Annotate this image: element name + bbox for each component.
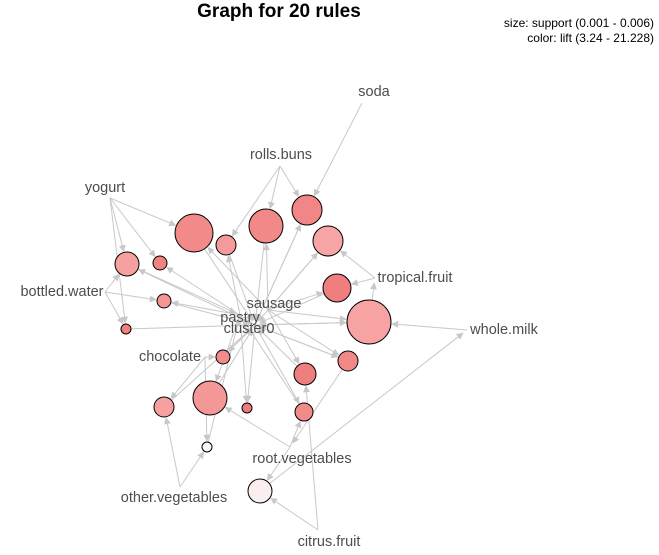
item-label-citrus-fruit: citrus.fruit [298, 534, 361, 550]
rule-node [114, 251, 140, 277]
rule-node [241, 402, 253, 414]
rule-node [192, 380, 228, 416]
rule-node [291, 194, 323, 226]
edge-arrow [340, 250, 376, 279]
rule-node [174, 213, 214, 253]
edge-arrow [166, 266, 256, 326]
rule-node [153, 396, 175, 418]
rule-node [120, 323, 132, 335]
graph-title: Graph for 20 rules [197, 1, 361, 22]
edge-arrow [242, 318, 305, 413]
edge-arrow [239, 314, 250, 403]
edge-arrow [225, 255, 241, 316]
item-label-other-vegetables: other.vegetables [121, 490, 227, 506]
rule-node [215, 349, 231, 365]
edge-arrow [266, 446, 291, 481]
rule-node [156, 293, 172, 309]
rule-node [201, 441, 213, 453]
edge-arrow [225, 244, 255, 321]
rule-node [152, 255, 168, 271]
item-label-tropical-fruit: tropical.fruit [378, 270, 453, 286]
edge-arrow [279, 165, 300, 197]
edge-arrow [104, 273, 120, 293]
edge-arrow [126, 263, 237, 314]
rule-node [346, 299, 392, 345]
edge-arrow [179, 451, 205, 488]
edge-arrow [259, 325, 349, 362]
item-label-root-vegetables: root.vegetables [252, 451, 351, 467]
item-label-whole-milk: whole.milk [469, 322, 538, 338]
rule-node [248, 208, 284, 244]
rule-node [337, 350, 359, 372]
item-label-rolls-buns: rolls.buns [250, 147, 312, 163]
item-label-cluster0: cluster0 [224, 321, 275, 337]
edge-arrow [109, 197, 177, 227]
rule-node [215, 234, 237, 256]
edge-arrow [292, 360, 349, 444]
edge-arrow [267, 309, 340, 356]
edge-arrow [109, 197, 126, 253]
edge-arrow [263, 243, 271, 311]
item-label-chocolate: chocolate [139, 349, 201, 365]
edge-arrow [256, 209, 308, 322]
edge-arrow [224, 406, 291, 448]
item-label-layer: soda rolls.buns yogurt tropical.fruit bottle… [20, 84, 538, 550]
edge-arrow [313, 102, 363, 197]
edge-arrow [268, 165, 281, 210]
edge-arrow [138, 269, 256, 326]
edge-arrow [231, 165, 281, 237]
item-label-bottled-water: bottled.water [20, 284, 103, 300]
rule-node-layer [114, 194, 392, 504]
edge-arrow [125, 321, 251, 330]
edge-arrow [391, 320, 468, 331]
edge-arrow [244, 324, 256, 403]
edge-arrow [267, 309, 347, 323]
edge-arrow [289, 420, 302, 448]
edge-arrow [259, 332, 464, 492]
edge-arrow [270, 497, 319, 531]
edge-arrow [163, 327, 252, 408]
rule-node [294, 402, 314, 422]
rule-node [247, 478, 273, 504]
edge-arrow [350, 277, 376, 286]
edge-arrow [109, 197, 156, 258]
edge-arrow [254, 324, 300, 404]
rule-node [312, 225, 344, 257]
edge-arrow [257, 240, 329, 322]
legend-size: size: support (0.001 - 0.006) [504, 16, 654, 30]
edge-arrow [267, 309, 300, 365]
edge-arrow [104, 291, 124, 325]
item-label-pastry: pastry [220, 310, 260, 326]
item-label-yogurt: yogurt [85, 180, 125, 196]
edge-arrow [104, 291, 157, 303]
item-label-soda: soda [358, 84, 390, 100]
edge-arrow [267, 291, 324, 311]
rule-node [322, 273, 352, 303]
edge-arrow [170, 356, 206, 400]
edge-layer [104, 102, 468, 531]
rule-node [293, 362, 317, 386]
edge-arrow [163, 417, 181, 488]
item-label-sausage: sausage [247, 296, 302, 312]
legend-color: color: lift (3.24 - 21.228) [527, 31, 654, 45]
edge-arrow [206, 319, 241, 448]
